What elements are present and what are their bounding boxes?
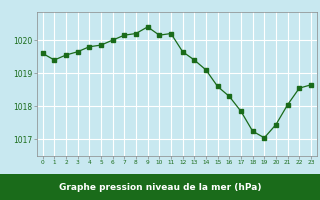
Text: Graphe pression niveau de la mer (hPa): Graphe pression niveau de la mer (hPa) [59, 182, 261, 192]
